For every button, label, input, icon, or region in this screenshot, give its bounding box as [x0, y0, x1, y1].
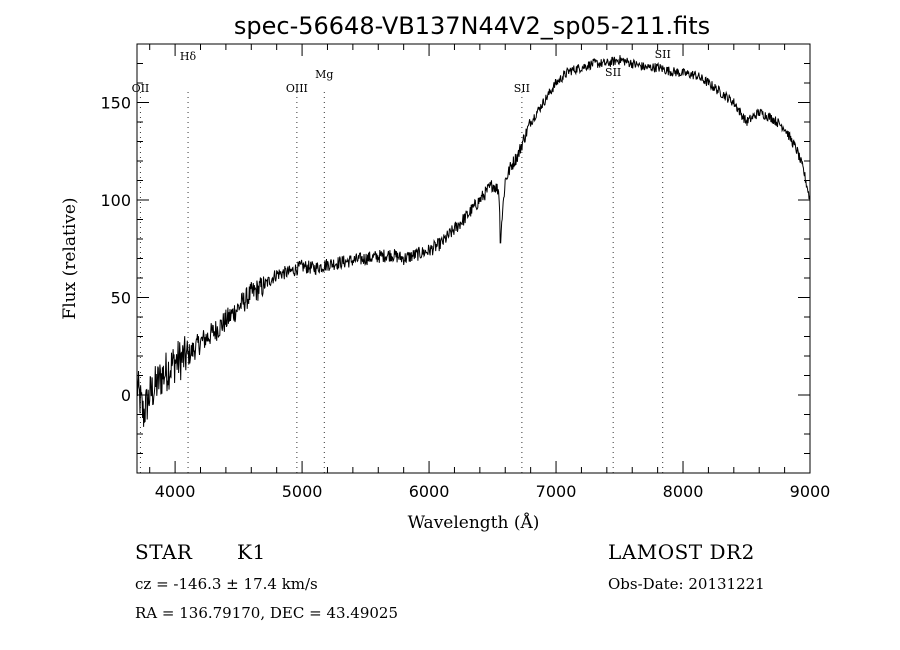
y-tick-label: 0 [121, 386, 131, 405]
spectral-line-label: Mg [315, 68, 333, 81]
object-subclass: K1 [237, 540, 266, 564]
spectral-line-label: OIII [286, 82, 308, 95]
x-tick-label: 5000 [282, 482, 323, 501]
spectral-line-label: SII [514, 82, 530, 95]
chart-title: spec-56648-VB137N44V2_sp05-211.fits [234, 12, 710, 40]
y-tick-label: 100 [100, 191, 131, 210]
flux-series [136, 55, 811, 427]
x-tick-label: 7000 [536, 482, 577, 501]
plot-frame [136, 43, 811, 474]
x-tick-label: 9000 [790, 482, 831, 501]
y-tick-label: 150 [100, 94, 131, 113]
x-tick-label: 6000 [409, 482, 450, 501]
survey-name: LAMOST DR2 [608, 540, 755, 564]
observation-date: Obs-Date: 20131221 [608, 575, 765, 593]
spectral-line-label: OII [132, 82, 150, 95]
object-class: STAR [135, 540, 193, 564]
spectral-line-label: SII [655, 48, 671, 61]
spectral-line-label: Hδ [180, 50, 197, 63]
spectral-line-markers: OII Hδ OIII Mg SII SII SII [132, 48, 671, 473]
flux-line [136, 55, 811, 427]
y-axis-label: Flux (relative) [60, 197, 80, 319]
x-tick-label: 4000 [155, 482, 196, 501]
spectral-line-label: SII [605, 66, 621, 79]
axis-ticks: 4000 5000 6000 7000 8000 9000 0 50 100 150 [100, 43, 831, 501]
x-tick-label: 8000 [663, 482, 704, 501]
y-tick-label: 50 [111, 289, 131, 308]
x-axis-label: Wavelength (Å) [408, 512, 540, 533]
redshift-cz: cz = -146.3 ± 17.4 km/s [135, 575, 318, 593]
ra-dec: RA = 136.79170, DEC = 43.49025 [135, 604, 399, 622]
